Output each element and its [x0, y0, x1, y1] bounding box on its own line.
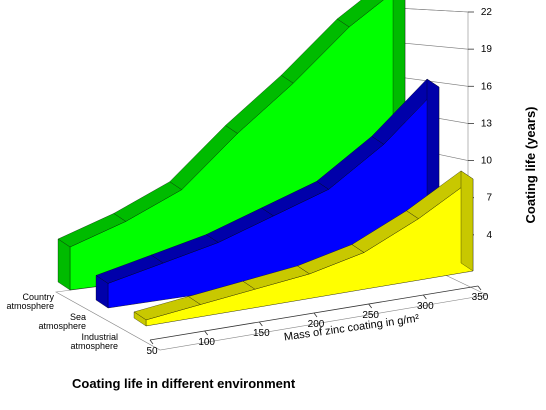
labels-layer: 471013161922CountryatmosphereSeaatmosphe…	[6, 7, 492, 357]
y-tick-label: 10	[481, 156, 493, 167]
y-tick-label: 7	[486, 193, 492, 204]
y-gridline	[394, 76, 469, 87]
x-tick	[149, 339, 154, 345]
x-tick	[423, 294, 427, 300]
y-tick-label: 22	[481, 7, 493, 18]
x-tick-label: 50	[146, 346, 158, 357]
category-label: Sea	[70, 312, 86, 322]
x-tick-label: 300	[417, 301, 434, 312]
y-tick-label: 16	[481, 81, 493, 92]
y-axis-label: Coating life (years)	[523, 106, 538, 223]
series-3	[133, 170, 474, 327]
x-tick	[368, 303, 372, 309]
category-label: atmosphere	[38, 321, 86, 331]
category-label: Industrial	[81, 332, 118, 342]
series-left-cap	[95, 275, 109, 309]
chart-title: Coating life in different environment	[72, 376, 296, 391]
y-gridline	[394, 7, 469, 13]
x-tick-label: 100	[198, 337, 215, 348]
x-tick-label: 150	[253, 328, 270, 339]
series-left-cap	[133, 311, 147, 327]
category-label: atmosphere	[70, 341, 118, 351]
x-tick-label: 200	[308, 319, 325, 330]
y-gridline	[394, 41, 469, 50]
category-label: atmosphere	[6, 301, 54, 311]
x-tick	[259, 321, 263, 327]
y-tick-label: 4	[486, 230, 492, 241]
x-tick	[477, 285, 482, 291]
y-tick-label: 13	[481, 118, 493, 129]
x-tick	[204, 330, 208, 336]
x-tick	[313, 312, 318, 318]
x-tick-label: 250	[362, 310, 379, 321]
series-left-cap	[57, 238, 71, 291]
series-right-cap	[460, 170, 474, 272]
category-label: Country	[22, 292, 54, 302]
series-layer	[57, 0, 474, 327]
x-tick-label: 350	[472, 292, 489, 303]
series-ribbon-segment	[336, 0, 384, 28]
y-tick-label: 19	[481, 44, 493, 55]
